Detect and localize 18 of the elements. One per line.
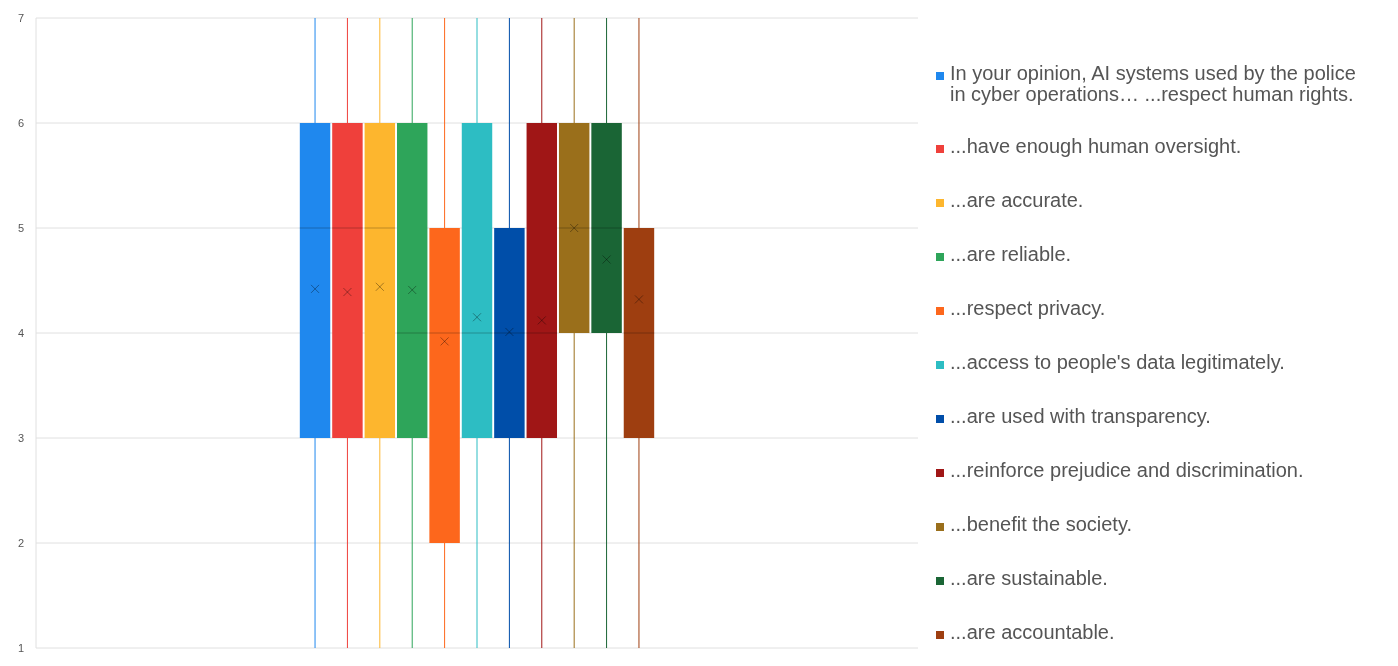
y-tick-label: 1 — [17, 641, 24, 654]
legend-label: ...are accurate. — [950, 189, 1084, 211]
y-tick-label: 7 — [17, 11, 24, 24]
legend-label: ...reinforce prejudice and discrimination. — [950, 459, 1304, 481]
legend-label: ...respect privacy. — [950, 297, 1106, 319]
legend-label: ...are accountable. — [950, 621, 1115, 643]
legend-label: In your opinion, AI systems used by the police in cyber operations… ...respect human rights. — [950, 62, 1356, 105]
legend-label: ...are reliable. — [950, 243, 1072, 265]
y-tick-label: 3 — [17, 431, 24, 444]
legend-label: ...have enough human oversight. — [950, 135, 1242, 157]
legend-label: ...are used with transparency. — [950, 405, 1211, 427]
legend-label: ...are sustainable. — [950, 567, 1108, 589]
legend-label: ...benefit the society. — [950, 513, 1132, 535]
y-tick-label: 4 — [17, 326, 24, 339]
y-tick-label: 5 — [17, 221, 24, 234]
legend-label: ...access to people's data legitimately. — [950, 351, 1285, 373]
y-tick-label: 6 — [17, 116, 24, 129]
y-tick-label: 2 — [17, 536, 24, 549]
